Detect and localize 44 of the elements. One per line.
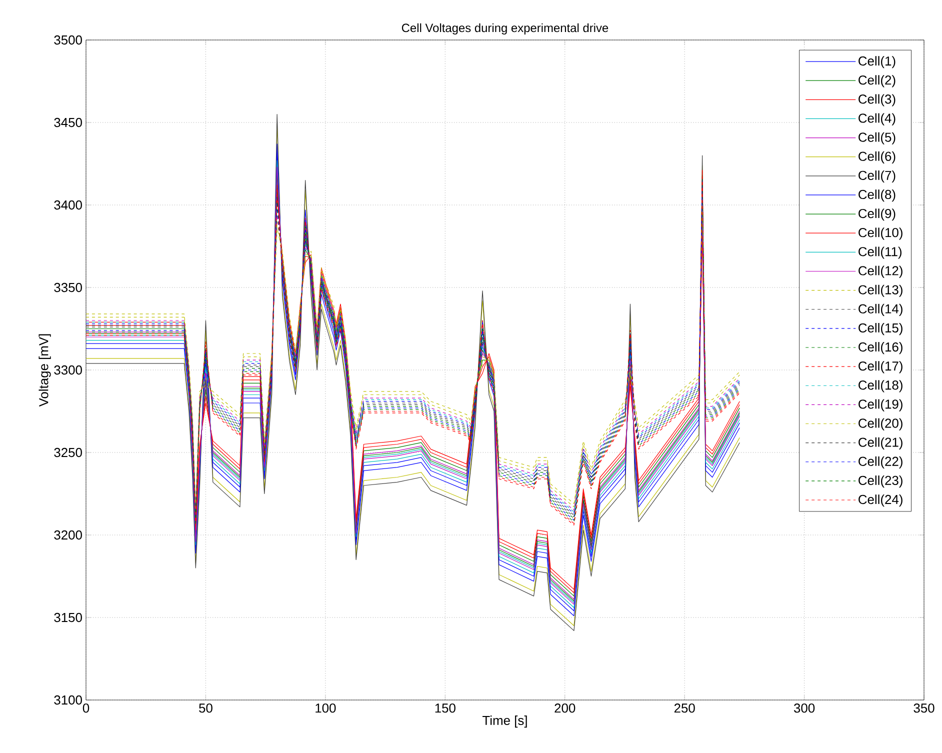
y-tick-label: 3100 <box>54 695 82 705</box>
legend-label: Cell(4) <box>858 113 896 126</box>
legend-label: Cell(16) <box>858 342 902 354</box>
legend-label: Cell(7) <box>858 170 896 183</box>
legend-label: Cell(17) <box>858 361 902 374</box>
x-tick-label: 250 <box>674 704 695 713</box>
legend-label: Cell(10) <box>858 228 902 240</box>
legend-label: Cell(18) <box>858 380 902 392</box>
legend-label: Cell(8) <box>858 190 896 202</box>
legend-label: Cell(22) <box>858 456 902 469</box>
x-tick-label: 50 <box>199 704 212 713</box>
legend-label: Cell(19) <box>858 399 902 412</box>
legend-label: Cell(24) <box>858 494 902 507</box>
legend-label: Cell(11) <box>858 246 902 259</box>
x-tick-label: 150 <box>435 704 456 713</box>
legend-label: Cell(23) <box>858 475 902 488</box>
legend-label: Cell(15) <box>858 322 902 336</box>
y-tick-label: 3400 <box>54 200 82 210</box>
chart-title: Cell Voltages during experimental drive <box>402 23 608 34</box>
y-tick-label: 3300 <box>54 365 82 375</box>
y-tick-label: 3350 <box>54 282 82 292</box>
legend-label: Cell(20) <box>858 418 902 430</box>
y-axis-title: Voltage [mV] <box>38 334 51 407</box>
x-axis-title: Time [s] <box>482 716 527 728</box>
x-tick-label: 300 <box>794 704 815 713</box>
y-tick-label: 3500 <box>54 35 82 45</box>
legend-label: Cell(13) <box>858 284 902 297</box>
x-tick-label: 100 <box>316 704 336 713</box>
y-tick-label: 3250 <box>54 448 82 458</box>
legend-label: Cell(9) <box>858 208 896 221</box>
y-tick-label: 3450 <box>54 118 82 128</box>
y-tick-label: 3200 <box>54 530 82 540</box>
legend-label: Cell(12) <box>858 266 902 278</box>
legend-label: Cell(5) <box>858 132 896 144</box>
legend-label: Cell(2) <box>858 75 896 88</box>
x-tick-label: 350 <box>914 704 934 713</box>
legend-label: Cell(6) <box>858 151 896 164</box>
legend-label: Cell(3) <box>858 94 896 106</box>
y-tick-label: 3150 <box>54 612 82 622</box>
x-tick-label: 200 <box>554 704 576 713</box>
legend-label: Cell(14) <box>858 304 902 316</box>
legend-label: Cell(1) <box>858 56 896 68</box>
legend-label: Cell(21) <box>858 437 902 450</box>
x-tick-label: 0 <box>82 704 90 713</box>
